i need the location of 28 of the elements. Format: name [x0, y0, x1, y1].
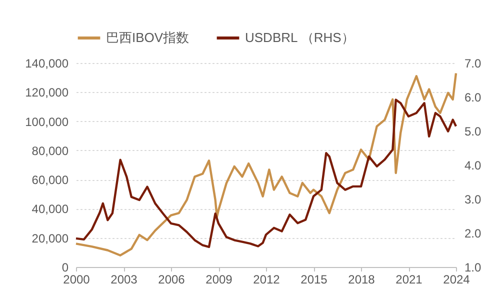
- y-tick-label: 80,000: [32, 144, 69, 158]
- y-tick-label: 120,000: [25, 86, 69, 100]
- x-tick-label: 2015: [300, 272, 328, 286]
- x-tick-label: 2009: [206, 272, 233, 286]
- x-tick-label: 2003: [110, 272, 138, 286]
- y-tick-label: 0: [62, 260, 69, 274]
- line-series: [74, 98, 458, 248]
- y-tick-label: 60,000: [32, 173, 69, 188]
- x-tick-label: 2018: [348, 272, 376, 286]
- x-tick-label: 2021: [396, 272, 423, 286]
- line-series: [74, 72, 458, 256]
- legend-label: 巴西IBOV指数: [106, 30, 190, 45]
- y2-tick-label: 5.0: [464, 124, 482, 138]
- y2-tick-label: 3.0: [464, 192, 482, 206]
- y-tick-label: 40,000: [32, 202, 69, 216]
- legend-label: USDBRL （RHS）: [245, 30, 354, 45]
- y-tick-label: 140,000: [25, 56, 69, 70]
- y2-tick-label: 6.0: [464, 90, 482, 104]
- y2-tick-label: 2.0: [464, 226, 482, 240]
- y2-tick-label: 1.0: [464, 260, 482, 274]
- x-tick-label: 2006: [158, 272, 186, 286]
- x-tick-label: 2012: [253, 272, 280, 286]
- y-tick-label: 20,000: [32, 231, 69, 246]
- y2-tick-label: 7.0: [464, 56, 482, 70]
- x-tick-label: 2024: [443, 272, 470, 286]
- y-tick-label: 100,000: [25, 114, 69, 129]
- y2-tick-label: 4.0: [464, 158, 482, 172]
- x-tick-label: 2000: [63, 272, 90, 286]
